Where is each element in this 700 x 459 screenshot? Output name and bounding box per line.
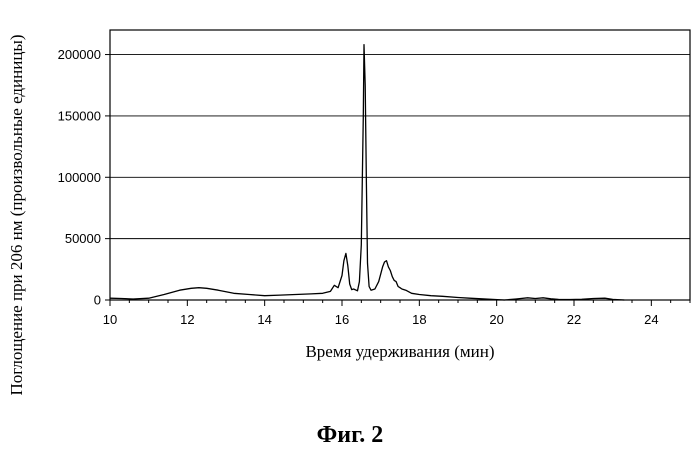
x-tick-label: 24: [644, 312, 658, 327]
x-tick-label: 18: [412, 312, 426, 327]
y-axis-title: Поглощение при 206 нм (произвольные един…: [7, 34, 26, 395]
series-line-0: [109, 44, 625, 301]
y-tick-label: 100000: [58, 170, 101, 185]
x-tick-label: 12: [180, 312, 194, 327]
x-tick-label: 20: [489, 312, 503, 327]
y-tick-label: 0: [94, 293, 101, 308]
x-axis-title: Время удерживания (мин): [305, 342, 494, 361]
figure-caption: Фиг. 2: [316, 422, 384, 448]
x-tick-label: 10: [103, 312, 117, 327]
y-tick-label: 200000: [58, 47, 101, 62]
y-tick-label: 50000: [65, 231, 101, 246]
x-tick-label: 14: [257, 312, 271, 327]
x-tick-label: 22: [567, 312, 581, 327]
gridlines: [110, 54, 690, 240]
series-layer: [109, 44, 625, 301]
plot-frame: [109, 29, 691, 301]
y-tick-label: 150000: [58, 108, 101, 123]
axis-ticks: 0 50000 100000 150000 200000 10 12 14 16 18 20 22 24: [58, 47, 691, 327]
x-tick-label: 16: [335, 312, 349, 327]
